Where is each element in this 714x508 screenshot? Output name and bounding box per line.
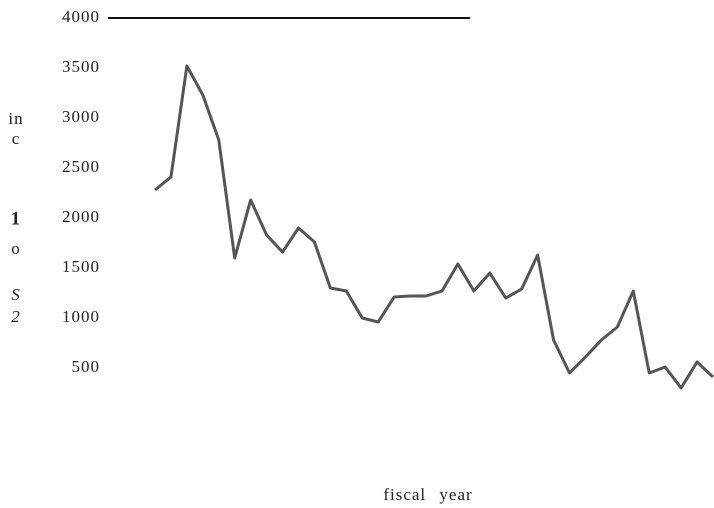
y-axis-label: 2 [11, 307, 21, 326]
y-axis-label: 1 [11, 208, 22, 229]
y-tick-label: 3000 [62, 107, 100, 126]
y-tick-label: 500 [72, 357, 101, 376]
y-axis-label: o [11, 239, 21, 258]
y-axis-label: in [8, 109, 23, 128]
y-axis-label: S [11, 285, 21, 304]
y-tick-label: 2000 [62, 207, 100, 226]
y-tick-label: 2500 [62, 157, 100, 176]
data-line [154, 64, 714, 390]
x-axis-label: fiscal year [383, 485, 472, 504]
y-axis-label: c [12, 129, 21, 148]
y-tick-label: 1000 [62, 307, 100, 326]
y-tick-label: 1500 [62, 257, 100, 276]
y-tick-label: 3500 [62, 57, 100, 76]
y-tick-label: 4000 [62, 7, 100, 26]
